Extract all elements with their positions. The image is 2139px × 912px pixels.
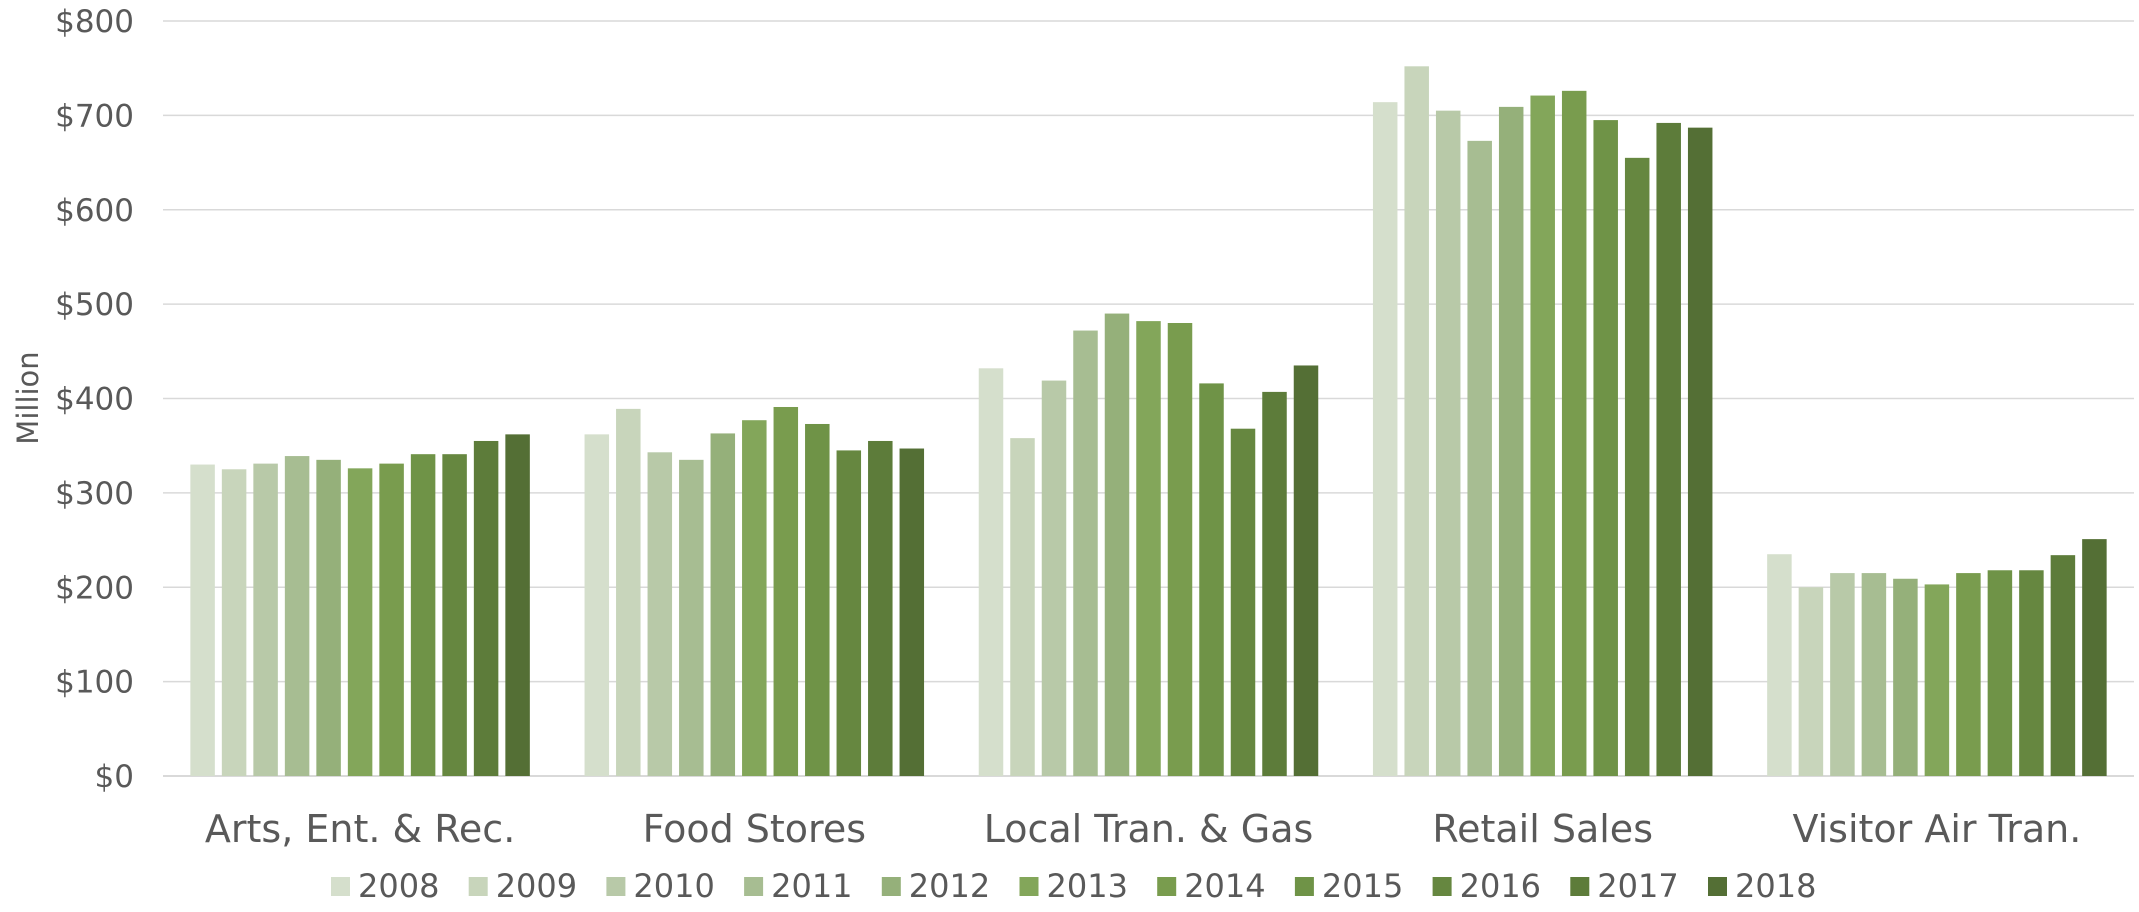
legend-swatch (1708, 877, 1727, 896)
bar (316, 459, 341, 776)
legend-swatch (1294, 877, 1314, 896)
bar (1230, 428, 1256, 776)
bar (1136, 321, 1161, 776)
legend-label: 2008 (358, 867, 439, 905)
bar (1293, 365, 1319, 776)
bar (2019, 570, 2044, 776)
bar (1798, 587, 1824, 776)
bar (505, 434, 530, 776)
legend-label: 2013 (1047, 867, 1128, 905)
x-tick-label: Visitor Air Tran. (1792, 807, 2081, 851)
legend-label: 2010 (633, 867, 714, 905)
x-tick-label: Local Tran. & Gas (984, 807, 1314, 851)
bar (1767, 554, 1792, 776)
legend: 2008 2009 2010 2011 2012 2013 2014 2015 2016 2017… (331, 867, 1816, 905)
bar (710, 433, 736, 776)
bar (347, 468, 373, 776)
bar (978, 368, 1004, 776)
bar (584, 434, 610, 776)
legend-swatch (331, 877, 350, 896)
x-tick-label: Food Stores (643, 807, 866, 851)
bar (1435, 110, 1461, 776)
y-axis-ticks: $0 $100 $200 $300 $400 $500 $600 $700 $800 (55, 4, 134, 795)
bar (1624, 157, 1650, 776)
bar (253, 463, 278, 776)
y-tick-label: $0 (95, 759, 134, 795)
x-axis-ticks: Arts, Ent. & Rec. Food Stores Local Tran. … (205, 807, 2081, 851)
bar (1104, 313, 1130, 776)
y-axis-label: Million (11, 351, 45, 444)
legend-label: 2014 (1184, 867, 1265, 905)
bar (1073, 330, 1098, 776)
bar (1987, 570, 2013, 776)
legend-label: 2018 (1735, 867, 1816, 905)
bar (1262, 391, 1287, 776)
y-tick-label: $700 (55, 98, 134, 134)
bar (742, 420, 767, 776)
legend-swatch (1157, 877, 1177, 896)
bar (616, 408, 641, 776)
y-tick-label: $100 (55, 665, 134, 701)
legend-swatch (468, 877, 488, 896)
bar (1199, 383, 1224, 776)
bar (1041, 380, 1067, 776)
bar (1498, 106, 1524, 777)
bar (410, 454, 436, 776)
bar (1593, 120, 1618, 776)
y-tick-label: $200 (55, 570, 134, 606)
bar (679, 459, 704, 776)
bars (190, 66, 2107, 777)
bar (805, 423, 830, 776)
bar (2050, 555, 2076, 776)
legend-swatch (1432, 877, 1452, 896)
legend-label: 2017 (1597, 867, 1678, 905)
bar (473, 440, 499, 776)
bar (1861, 573, 1887, 776)
y-tick-label: $800 (55, 4, 134, 40)
bar (1956, 573, 1981, 776)
bar (773, 406, 799, 776)
bar (1010, 438, 1035, 776)
legend-label: 2012 (909, 867, 990, 905)
bar (1561, 90, 1587, 776)
legend-swatch (606, 877, 626, 896)
bar (1372, 102, 1398, 777)
bar (647, 452, 673, 776)
y-tick-label: $300 (55, 476, 134, 512)
x-tick-label: Retail Sales (1432, 807, 1653, 851)
bar (1404, 66, 1429, 777)
legend-swatch (881, 877, 901, 896)
legend-label: 2015 (1322, 867, 1403, 905)
x-tick-label: Arts, Ent. & Rec. (205, 807, 515, 851)
bar (1924, 584, 1950, 776)
legend-swatch (1019, 877, 1039, 896)
legend-swatch (744, 877, 764, 896)
bar (1656, 122, 1681, 777)
bar (221, 469, 247, 776)
bar (1830, 573, 1855, 776)
bar (1467, 140, 1492, 776)
legend-swatch (1570, 877, 1590, 896)
bar (1530, 95, 1555, 776)
legend-label: 2011 (771, 867, 852, 905)
y-tick-label: $400 (55, 382, 134, 418)
y-tick-label: $500 (55, 287, 134, 323)
bar (442, 454, 467, 776)
y-tick-label: $600 (55, 193, 134, 229)
bar (379, 463, 404, 776)
bar (1893, 578, 1918, 776)
bar (899, 448, 925, 776)
legend-label: 2009 (496, 867, 577, 905)
bar (190, 464, 215, 776)
legend-label: 2016 (1460, 867, 1541, 905)
bar (868, 440, 893, 776)
bar (836, 450, 862, 776)
bar (1167, 323, 1193, 776)
bar (284, 456, 310, 776)
bar (2082, 539, 2107, 776)
bar (1687, 127, 1713, 777)
